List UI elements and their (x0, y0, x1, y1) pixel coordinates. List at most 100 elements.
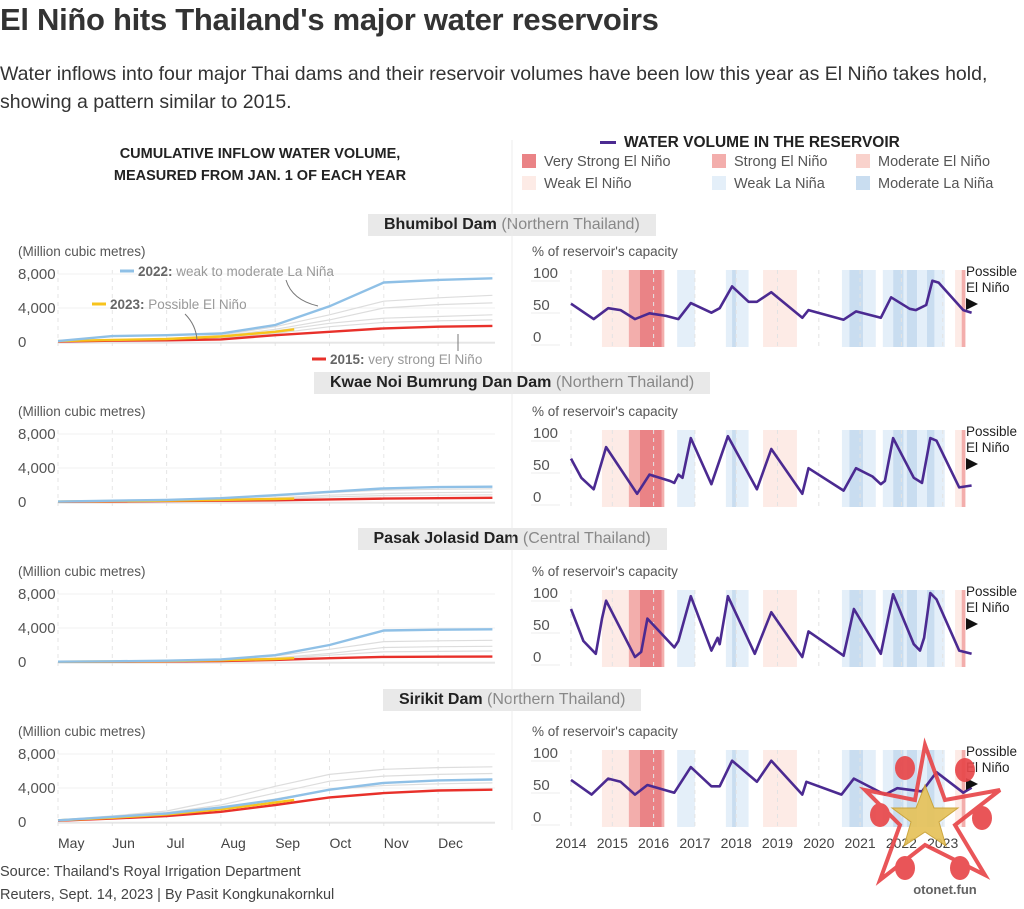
watermark-dot (955, 758, 975, 782)
left-y-tick-label: 4,000 (18, 780, 56, 797)
left-y-axis-label: (Million cubic metres) (18, 404, 146, 419)
month-tick-label: May (58, 835, 84, 851)
enso-band (639, 750, 662, 827)
inflow-line-2022 (57, 778, 493, 822)
dam-panel-3: (Million cubic metres) 8,000 4,000 0 % of re… (18, 564, 1017, 671)
right-legend-title: WATER VOLUME IN THE RESERVOIR (600, 134, 900, 152)
enso-band (882, 750, 894, 827)
legend-label: Weak El Niño (544, 176, 632, 192)
enso-band (882, 270, 894, 347)
reservoir-volume-line (569, 591, 972, 659)
credit-line: Reuters, Sept. 14, 2023 | By Pasit Kongk… (0, 887, 335, 903)
enso-band (934, 430, 945, 507)
left-y-axis-label: (Million cubic metres) (18, 724, 146, 739)
series-annotation: 2015: very strong El Niño (330, 352, 482, 367)
dam-panel-4: (Million cubic metres) 8,000 4,000 0 % of re… (18, 724, 1017, 831)
right-y-tick-label: 50 (533, 297, 550, 314)
enso-band (601, 750, 629, 827)
legend-swatch (522, 154, 536, 168)
play-arrow-icon (966, 458, 978, 470)
annotation-text: very strong El Niño (368, 352, 482, 367)
enso-band (677, 590, 695, 667)
year-tick-label: 2017 (679, 835, 710, 851)
legend-label: Moderate El Niño (878, 154, 991, 170)
enso-band (601, 430, 629, 507)
right-legend-title-text: WATER VOLUME IN THE RESERVOIR (624, 134, 900, 151)
month-tick-label: Aug (221, 835, 246, 851)
year-tick-label: 2016 (638, 835, 669, 851)
dam-name: Kwae Noi Bumrung Dan Dam (330, 374, 556, 391)
annotation-arrow (184, 313, 198, 341)
enso-band (732, 750, 737, 827)
year-tick-label: 2018 (721, 835, 752, 851)
enso-band (677, 430, 695, 507)
legend-swatch (856, 176, 870, 190)
right-y-tick-label: 100 (533, 425, 558, 442)
enso-band (763, 750, 797, 827)
enso-band (725, 590, 733, 667)
inflow-line-2022 (57, 485, 493, 503)
dam-name: Sirikit Dam (399, 691, 488, 708)
right-y-tick-label: 100 (533, 265, 558, 282)
possible-el-nino-note: El Niño (966, 440, 1010, 455)
legend-label: Weak La Niña (734, 176, 825, 192)
left-y-tick-label: 4,000 (18, 460, 56, 477)
page-title: El Niño hits Thailand's major water rese… (0, 2, 659, 37)
enso-band (934, 270, 945, 347)
enso-band (882, 590, 894, 667)
possible-el-nino-note: El Niño (966, 760, 1010, 775)
enso-band (677, 750, 695, 827)
series-annotation: 2022: weak to moderate La Niña (138, 264, 334, 279)
dam-panel-2: (Million cubic metres) 8,000 4,000 0 % of re… (18, 404, 1017, 511)
watermark-gold-star-icon (890, 783, 960, 848)
inflow-line-other-year (57, 766, 493, 821)
enso-band (849, 750, 863, 827)
enso-band (955, 270, 962, 347)
enso-band (934, 590, 945, 667)
possible-el-nino-note: Possible (966, 424, 1017, 439)
month-tick-label: Oct (330, 835, 352, 851)
enso-band (661, 430, 665, 507)
watermark-star-outline (858, 737, 1002, 886)
left-y-tick-label: 4,000 (18, 300, 56, 317)
enso-band (639, 590, 662, 667)
enso-band (906, 430, 918, 507)
enso-band (961, 430, 966, 507)
watermark-dot (972, 806, 992, 830)
left-heading-line1: CUMULATIVE INFLOW WATER VOLUME, (119, 146, 401, 162)
enso-band (917, 590, 928, 667)
legend-swatch (522, 176, 536, 190)
enso-band (862, 430, 876, 507)
reservoir-volume-line (569, 434, 972, 496)
right-y-tick-label: 50 (533, 617, 550, 634)
enso-band (906, 750, 918, 827)
enso-band (927, 590, 935, 667)
enso-band (732, 590, 737, 667)
enso-band (903, 430, 907, 507)
possible-el-nino-note: Possible (966, 584, 1017, 599)
right-y-tick-label: 50 (533, 457, 550, 474)
possible-el-nino-note: El Niño (966, 600, 1010, 615)
right-y-tick-label: 50 (533, 777, 550, 794)
enso-band (961, 750, 966, 827)
month-tick-label: Sep (275, 835, 300, 851)
enso-band (849, 270, 863, 347)
enso-band (736, 270, 749, 347)
enso-band (763, 590, 797, 667)
enso-band (725, 750, 733, 827)
left-y-tick-label: 0 (18, 654, 26, 671)
enso-band (893, 430, 904, 507)
legend-swatch (712, 154, 726, 168)
reservoir-volume-line (570, 279, 972, 322)
enso-band (955, 430, 962, 507)
left-y-axis-label: (Million cubic metres) (18, 244, 146, 259)
year-tick-label: 2014 (555, 835, 586, 851)
enso-band (736, 430, 749, 507)
enso-band (628, 750, 640, 827)
year-tick-label: 2021 (845, 835, 876, 851)
enso-band (849, 590, 863, 667)
legend-swatch (712, 176, 726, 190)
left-y-tick-label: 8,000 (18, 266, 56, 283)
right-y-axis-label: % of reservoir's capacity (532, 564, 678, 579)
